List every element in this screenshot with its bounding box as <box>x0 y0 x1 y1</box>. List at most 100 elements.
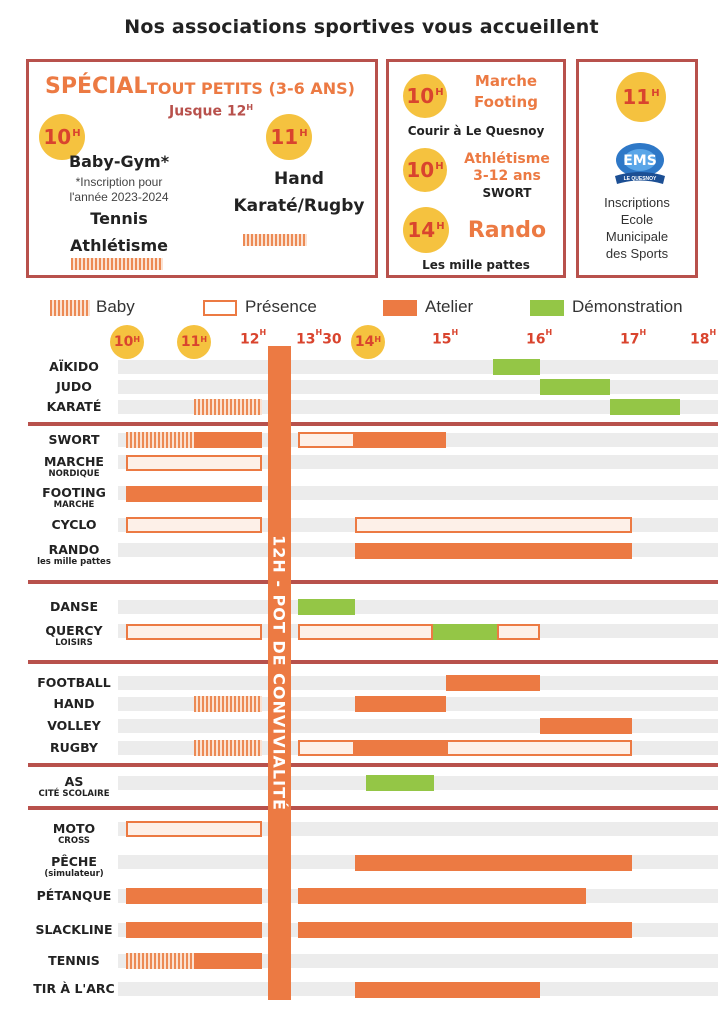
slot-rugby-presence-2 <box>446 740 632 756</box>
marche-label: Marche <box>474 72 538 90</box>
activity-as: AS CITÉ SCOLAIRE <box>38 774 110 800</box>
slot-hand-baby <box>194 696 262 712</box>
hour-10-badge: 10 H <box>39 114 85 160</box>
slot-rugby-atelier <box>355 740 446 756</box>
activities-box: 10 H Marche Footing Courir à Le Quesnoy 1… <box>386 59 566 278</box>
footing-label: Footing <box>474 93 538 111</box>
time-18: 18H <box>690 328 717 348</box>
activity-tir: TIR À L'ARC <box>33 981 115 996</box>
tennis-label: Tennis <box>90 209 148 228</box>
inscription-note-2: l'année 2023-2024 <box>69 190 169 204</box>
karate-rugby-label: Karaté/Rugby <box>233 196 365 216</box>
activity-slackline: SLACKLINE <box>35 922 113 937</box>
ems-logo-icon: EMS LE QUESNOY <box>609 138 671 188</box>
row-bg <box>118 380 718 394</box>
slot-tir-atelier <box>355 982 540 998</box>
activity-aikido: AÏKIDO <box>49 359 99 374</box>
group-separator <box>28 806 718 810</box>
time-16: 16H <box>526 328 553 348</box>
slot-swort-presence <box>298 432 355 448</box>
time-10: 10 H <box>110 325 144 359</box>
activity-judo: JUDO <box>56 379 92 394</box>
slot-petanque-atelier-2 <box>298 888 586 904</box>
slot-rugby-baby <box>194 740 262 756</box>
age-label: 3-12 ans <box>473 168 541 184</box>
page-title: Nos associations sportives vous accueill… <box>124 16 599 38</box>
time-14: 14 H <box>351 325 385 359</box>
babygym-label: Baby-Gym* <box>68 152 170 171</box>
baby-pattern-swatch-2 <box>243 234 307 246</box>
slot-quercy-presence-2 <box>298 624 433 640</box>
activity-tennis: TENNIS <box>48 953 100 968</box>
activity-peche: PÊCHE (simulateur) <box>44 854 104 880</box>
ems-box: 11 H EMS LE QUESNOY Inscriptions Ecole Mu… <box>576 59 698 278</box>
hour-11-badge: 11 H <box>266 114 312 160</box>
slot-football-atelier <box>446 675 540 691</box>
logo-caption: LE QUESNOY <box>623 176 657 182</box>
ems-description: Inscriptions Ecole Municipale des Sports <box>604 195 670 261</box>
activity-petanque: PÉTANQUE <box>36 888 112 903</box>
time-15: 15H <box>432 328 459 348</box>
time-12: 12H <box>240 328 267 348</box>
time-1330: 13H30 <box>296 328 342 348</box>
special-label: SPÉCIAL <box>45 74 148 99</box>
group-separator <box>28 763 718 767</box>
activity-volley: VOLLEY <box>47 718 101 733</box>
activity-football: FOOTBALL <box>37 675 111 690</box>
hour-11-badge-ems: 11 H <box>616 72 666 122</box>
slot-volley-atelier <box>540 718 632 734</box>
row-bg <box>118 600 718 614</box>
courir-label: Courir à Le Quesnoy <box>407 124 545 138</box>
row-bg <box>118 676 718 690</box>
legend-baby-label: Baby <box>96 297 135 316</box>
activity-hand: HAND <box>53 696 95 711</box>
jusque-label: Jusque 12H <box>169 103 254 120</box>
slot-quercy-demo <box>433 624 497 640</box>
activity-marche-nordique: MARCHE NORDIQUE <box>44 454 104 480</box>
slot-swort-baby <box>126 432 194 448</box>
activity-rugby: RUGBY <box>50 740 98 755</box>
activity-danse: DANSE <box>49 599 99 614</box>
slot-moto-presence <box>126 821 262 837</box>
row-bg <box>118 360 718 374</box>
legend-atelier-swatch <box>383 300 417 316</box>
inscription-note-1: *Inscription pour <box>75 175 163 189</box>
slot-hand-atelier <box>355 696 446 712</box>
svg-text:EMS: EMS <box>623 153 657 169</box>
tout-petits-label: TOUT PETITS (3-6 ANS) <box>147 79 355 98</box>
activity-footing: FOOTING MARCHE <box>42 485 106 511</box>
hand-label: Hand <box>274 169 324 189</box>
time-17: 17H <box>620 328 647 348</box>
activity-quercy: QUERCY LOISIRS <box>45 623 103 649</box>
hour-14-badge: 14 H <box>403 207 449 253</box>
hour-10-badge-athletisme: 10 H <box>403 148 447 192</box>
slot-footing-atelier <box>126 486 262 502</box>
legend-presence-label: Présence <box>245 297 317 316</box>
legend-presence-swatch <box>203 300 237 316</box>
slot-cyclo-presence <box>126 517 262 533</box>
slot-quercy-presence-3 <box>497 624 540 640</box>
slot-tennis-baby <box>126 953 194 969</box>
legend-atelier-label: Atelier <box>425 297 474 316</box>
slot-danse-demo <box>298 599 355 615</box>
hour-10-badge-marche: 10 H <box>403 74 447 118</box>
legend-demo-label: Démonstration <box>572 297 683 316</box>
slot-tennis-atelier <box>194 953 262 969</box>
pot-convivialite-label: 12H - POT DE CONVIVIALITÉ <box>269 535 289 811</box>
swort-label: SWORT <box>482 186 532 200</box>
slot-marche-presence <box>126 455 262 471</box>
tout-petits-box: SPÉCIAL TOUT PETITS (3-6 ANS) Jusque 12H… <box>26 59 378 278</box>
legend-demo-swatch <box>530 300 564 316</box>
activity-rando: RANDO les mille pattes <box>37 542 111 568</box>
slot-swort-atelier-2 <box>355 432 446 448</box>
slot-peche-atelier <box>355 855 632 871</box>
activity-moto: MOTO CROSS <box>52 821 96 847</box>
slot-karate-baby <box>194 399 262 415</box>
slot-rando-atelier <box>355 543 632 559</box>
athletisme-label: Athlétisme <box>70 236 168 255</box>
group-separator <box>28 660 718 664</box>
mille-pattes-label: Les mille pattes <box>422 258 530 272</box>
legend-baby-swatch <box>50 300 90 316</box>
slot-slackline-atelier-2 <box>298 922 632 938</box>
slot-rugby-presence <box>298 740 355 756</box>
